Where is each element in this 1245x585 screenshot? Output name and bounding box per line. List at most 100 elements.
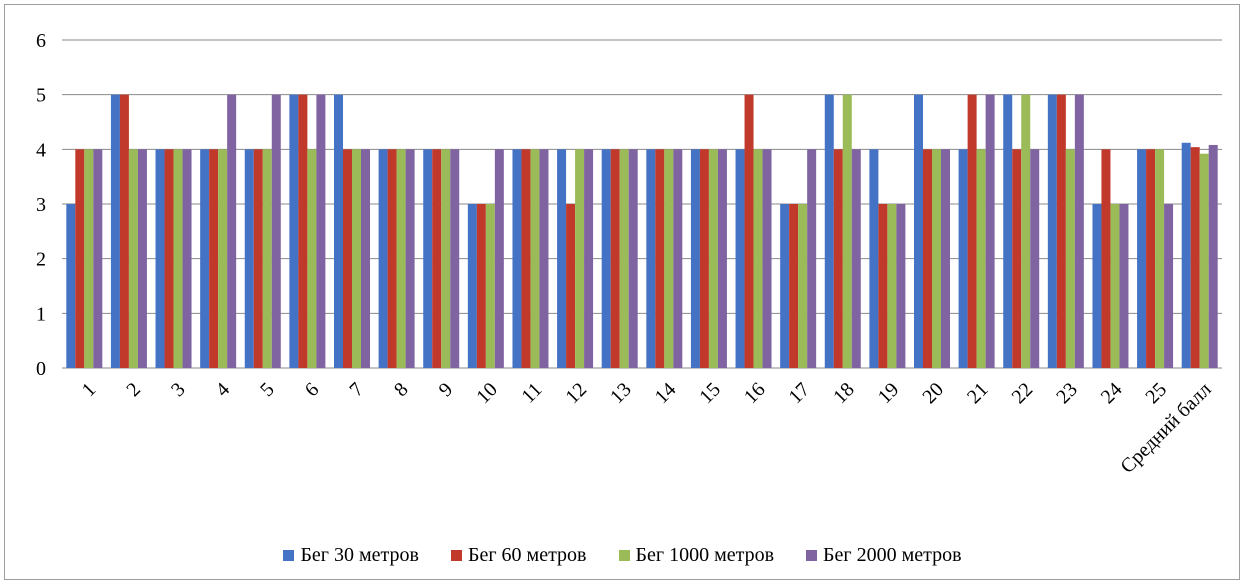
y-tick-label: 0: [36, 358, 46, 380]
bar-series-3-cat-25: [1155, 149, 1165, 368]
x-tick-label: 5: [256, 378, 279, 401]
bar-series-1-cat-1: [66, 204, 76, 368]
bar-series-1-cat-26: [1181, 142, 1191, 368]
x-tick-label: 17: [784, 378, 814, 408]
bar-series-2-cat-25: [1146, 149, 1156, 368]
x-tick-label: 12: [561, 378, 591, 408]
bar-series-1-cat-8: [378, 149, 388, 368]
bar-series-2-cat-12: [566, 204, 576, 368]
bar-series-1-cat-12: [557, 149, 567, 368]
bar-series-1-cat-2: [110, 94, 120, 369]
bar-series-1-cat-13: [601, 149, 611, 368]
x-tick-label: 4: [212, 378, 235, 401]
bar-series-1-cat-17: [780, 204, 790, 368]
bar-series-4-cat-4: [227, 94, 237, 369]
legend-swatch-series-1: [283, 549, 295, 561]
bar-series-3-cat-16: [753, 149, 763, 368]
x-tick-label: 1: [78, 378, 101, 401]
legend: Бег 30 метров Бег 60 метров Бег 1000 мет…: [0, 542, 1245, 568]
bar-series-1-cat-9: [423, 149, 433, 368]
bar-series-2-cat-14: [655, 149, 665, 368]
bar-series-3-cat-19: [887, 204, 897, 368]
bar-series-2-cat-9: [432, 149, 442, 368]
bar-series-1-cat-6: [289, 94, 299, 369]
bar-series-2-cat-5: [253, 149, 263, 368]
y-tick-label: 6: [36, 30, 46, 52]
bar-series-2-cat-13: [610, 149, 620, 368]
x-tick-label: 20: [918, 378, 948, 408]
x-tick-label: 7: [345, 378, 368, 401]
bar-series-3-cat-2: [128, 149, 138, 368]
bar-series-4-cat-15: [717, 149, 727, 368]
bar-series-3-cat-7: [352, 149, 361, 368]
x-tick-label: 24: [1097, 378, 1127, 408]
bar-series-3-cat-14: [664, 149, 674, 368]
bar-series-4-cat-23: [1074, 94, 1084, 369]
bar-series-3-cat-9: [441, 149, 451, 368]
x-tick-label: 10: [472, 378, 502, 408]
bar-series-4-cat-11: [539, 149, 549, 368]
bar-series-4-cat-24: [1119, 204, 1129, 368]
bar-series-2-cat-2: [119, 94, 129, 369]
bar-series-4-cat-9: [450, 149, 460, 368]
bar-series-2-cat-4: [209, 149, 219, 368]
legend-item-series-2: Бег 60 метров: [450, 543, 587, 567]
y-tick-label: 3: [36, 194, 46, 216]
x-tick-label: 18: [829, 378, 859, 408]
bar-series-4-cat-3: [182, 149, 192, 368]
bar-series-4-cat-26: [1208, 144, 1218, 368]
bar-series-4-cat-22: [1030, 149, 1040, 368]
bar-series-3-cat-11: [530, 149, 540, 368]
x-tick-label: 25: [1141, 378, 1171, 408]
x-tick-label: 16: [740, 378, 770, 408]
legend-label-series-2: Бег 60 метров: [467, 543, 587, 566]
bar-series-4-cat-8: [405, 149, 415, 368]
y-tick-label: 5: [36, 85, 46, 107]
bar-series-4-cat-25: [1164, 204, 1174, 368]
bar-series-1-cat-18: [824, 94, 834, 369]
bar-series-3-cat-24: [1110, 204, 1120, 368]
bar-series-3-cat-20: [932, 149, 941, 368]
bar-series-4-cat-17: [807, 149, 817, 368]
bar-series-2-cat-24: [1101, 149, 1111, 368]
bar-series-1-cat-11: [512, 149, 522, 368]
bar-series-2-cat-1: [75, 149, 85, 368]
legend-swatch-series-2: [450, 549, 462, 561]
bar-series-3-cat-17: [798, 204, 808, 368]
x-tick-label: 19: [874, 378, 904, 408]
bar-series-3-cat-13: [619, 149, 629, 368]
bar-series-2-cat-10: [476, 204, 486, 368]
x-tick-label: 21: [963, 378, 993, 408]
bar-series-1-cat-3: [155, 149, 165, 368]
bar-series-1-cat-19: [869, 149, 879, 368]
legend-item-series-4: Бег 2000 метров: [806, 544, 962, 567]
bar-series-2-cat-18: [833, 149, 843, 368]
x-tick-label: 3: [167, 378, 190, 401]
bar-series-3-cat-8: [396, 149, 406, 368]
x-tick-label: 15: [695, 378, 725, 408]
bar-series-4-cat-1: [93, 149, 103, 368]
bar-series-3-cat-4: [218, 149, 228, 368]
bar-series-1-cat-4: [200, 149, 210, 368]
bar-series-4-cat-19: [896, 204, 906, 368]
bar-series-4-cat-13: [628, 149, 638, 368]
bar-series-4-cat-2: [137, 149, 147, 368]
x-tick-label: 9: [435, 378, 458, 401]
bar-series-2-cat-7: [343, 149, 352, 368]
bar-series-2-cat-21: [967, 94, 977, 369]
bar-series-2-cat-23: [1056, 94, 1066, 369]
bar-series-3-cat-22: [1021, 94, 1031, 369]
legend-swatch-series-3: [618, 549, 630, 561]
legend-item-series-3: Бег 1000 метров: [618, 544, 774, 567]
bar-series-4-cat-21: [985, 94, 995, 369]
bar-series-3-cat-1: [84, 149, 94, 368]
bar-series-2-cat-6: [298, 94, 308, 369]
bar-series-3-cat-3: [173, 149, 183, 368]
bar-series-3-cat-5: [262, 149, 272, 368]
bar-series-2-cat-3: [164, 149, 174, 368]
legend-swatch-series-4: [806, 549, 818, 561]
bar-series-2-cat-15: [699, 149, 709, 368]
x-tick-label: 6: [301, 378, 324, 401]
bar-series-4-cat-14: [673, 149, 683, 368]
legend-item-series-1: Бег 30 метров: [283, 544, 419, 567]
